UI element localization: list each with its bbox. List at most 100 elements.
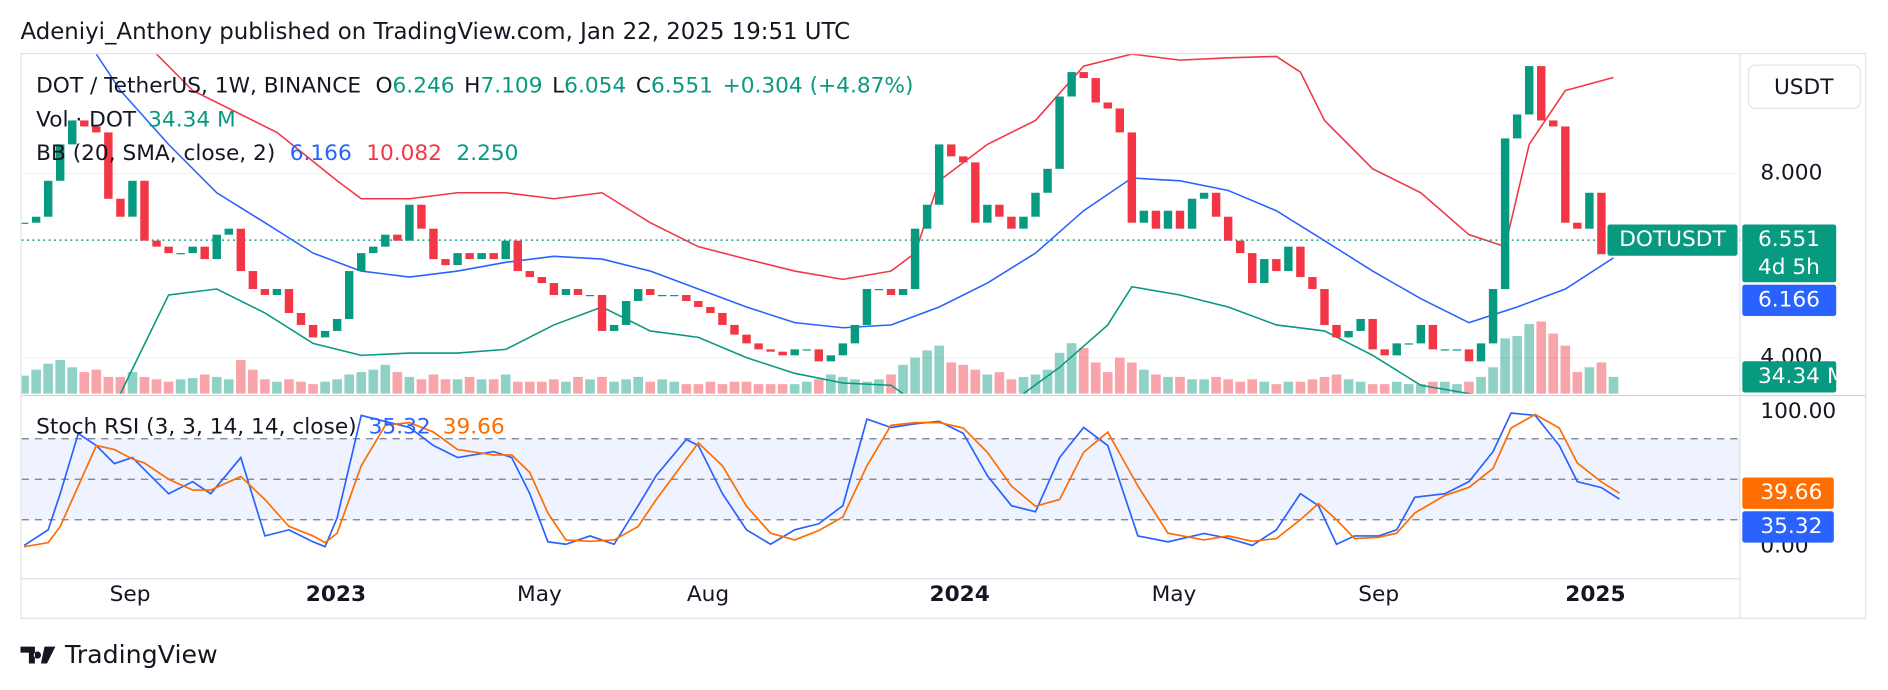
volume-bar xyxy=(1211,376,1221,394)
candle-body xyxy=(1368,318,1377,350)
header: Adeniyi_Anthony published on TradingView… xyxy=(20,19,850,45)
candle-body xyxy=(995,204,1004,217)
x-tick-label: Sep xyxy=(110,582,151,607)
candle-body xyxy=(332,318,342,331)
candle-body xyxy=(947,144,956,157)
candle-body xyxy=(357,253,366,272)
candle-body xyxy=(1019,216,1028,229)
currency-button-label[interactable]: USDT xyxy=(1774,75,1834,100)
candle-body xyxy=(176,253,185,255)
volume-bar xyxy=(1403,384,1414,394)
candle-body xyxy=(152,240,161,247)
volume-bar xyxy=(549,379,559,394)
candle-body xyxy=(1043,168,1052,193)
stoch-pane xyxy=(21,412,1740,548)
volume-bar xyxy=(368,369,379,394)
candle-body xyxy=(561,289,571,296)
volume-bar xyxy=(910,357,920,394)
volume-bar xyxy=(1054,352,1065,394)
volume-bar xyxy=(765,384,776,394)
volume-bar xyxy=(308,384,318,394)
volume-bar xyxy=(994,372,1005,394)
candle-body xyxy=(465,253,474,260)
volume-bar xyxy=(850,379,860,394)
candle-body xyxy=(1067,72,1076,97)
volume-bar xyxy=(79,372,90,394)
volume-bar xyxy=(1319,376,1330,394)
volume-bar xyxy=(1018,376,1029,394)
candle-body xyxy=(248,271,258,290)
candle-body xyxy=(1115,108,1125,133)
volume-bar xyxy=(416,379,427,394)
candle-body xyxy=(850,324,860,344)
volume-bar xyxy=(248,369,258,394)
candle-body xyxy=(1308,277,1317,290)
volume-bar xyxy=(236,360,246,394)
volume-bar xyxy=(404,376,415,394)
candle-body xyxy=(754,343,763,350)
stoch-tag-bg xyxy=(1742,511,1834,543)
candle-body xyxy=(983,204,992,223)
volume-bar xyxy=(1163,376,1173,394)
x-tick-label: May xyxy=(1152,582,1197,607)
volume-bar xyxy=(91,369,102,394)
legend-stoch-value: 39.66 xyxy=(443,414,505,439)
candle-body xyxy=(1223,216,1233,241)
candle-body xyxy=(1549,120,1558,127)
stoch-tag-value: 35.32 xyxy=(1760,514,1822,539)
legend-main: DOT / TetherUS, 1W, BINANCE O6.246 H7.109 L… xyxy=(36,74,913,99)
candle-body xyxy=(621,301,631,325)
legend-stoch: Stoch RSI (3, 3, 14, 14, close) 35.32 39.6… xyxy=(36,414,505,439)
volume-bar xyxy=(103,376,114,394)
candle-body xyxy=(633,289,643,302)
volume-bar xyxy=(597,376,607,394)
candle-body xyxy=(525,271,535,278)
volume-bar xyxy=(1139,369,1149,394)
candle-body xyxy=(1260,259,1269,284)
volume-bar xyxy=(440,379,451,394)
legend-symbol: DOT / TetherUS, 1W, BINANCE xyxy=(36,74,361,99)
candle-body xyxy=(272,289,282,296)
volume-bar xyxy=(1391,381,1402,394)
candle-body xyxy=(1416,324,1426,344)
volume-bar xyxy=(199,374,210,394)
volume-bar xyxy=(1199,379,1209,394)
bb-line xyxy=(95,54,1614,329)
candle-body xyxy=(55,144,65,181)
volume-bar xyxy=(1247,379,1258,394)
candle-body xyxy=(1296,246,1305,278)
volume-bar xyxy=(741,381,752,394)
candle-body xyxy=(21,222,29,224)
candle-body xyxy=(92,126,101,133)
candle-body xyxy=(489,253,498,260)
candle-body xyxy=(1512,114,1522,139)
legend-ohlc-key: C xyxy=(636,74,651,99)
volume-bar xyxy=(717,384,728,394)
candle-body xyxy=(1380,349,1389,356)
volume-bar xyxy=(356,372,367,394)
candle-body xyxy=(910,228,920,290)
volume-bar xyxy=(21,375,29,394)
volume-bar xyxy=(1271,384,1282,394)
volume-bar xyxy=(1464,381,1474,394)
candle-body xyxy=(1500,138,1510,290)
volume-bar xyxy=(139,376,150,394)
candle-body xyxy=(1199,192,1209,199)
volume-bar xyxy=(1078,348,1089,394)
legend-ohlc-value: 6.246 xyxy=(393,74,455,99)
candle-body xyxy=(573,289,583,296)
currency-button[interactable] xyxy=(1747,64,1861,110)
stoch-tag-bg xyxy=(1742,477,1834,509)
legend-ohlc-value: 7.109 xyxy=(480,74,542,99)
volume-bar xyxy=(1295,381,1306,394)
volume-bar xyxy=(982,374,993,394)
candle-body xyxy=(308,324,318,338)
candle-body xyxy=(802,349,811,351)
volume-bar xyxy=(1440,381,1450,394)
volume-bar xyxy=(874,379,884,394)
price-pane xyxy=(21,54,1740,394)
candle-body xyxy=(344,271,354,319)
volume-bar xyxy=(753,384,764,394)
volume-bar xyxy=(862,381,872,394)
